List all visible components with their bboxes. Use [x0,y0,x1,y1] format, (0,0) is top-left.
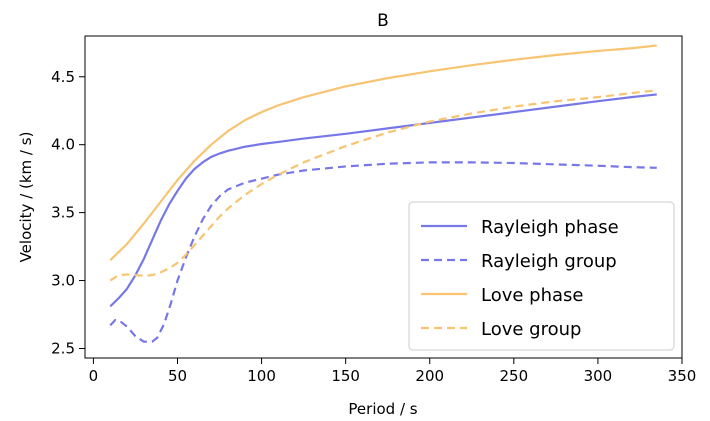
legend-label-love-phase: Love phase [481,285,584,306]
y-tick-label: 3.5 [51,204,75,222]
rayleigh-phase-line [109,93,657,308]
x-tick-label: 0 [89,367,99,385]
y-tick-label: 4.5 [51,68,75,86]
love-group-line [109,89,657,282]
x-tick-label: 150 [331,367,360,385]
x-tick-label: 100 [247,367,276,385]
y-tick-label: 2.5 [51,339,75,357]
x-tick-label: 200 [415,367,444,385]
y-axis-ticks: 2.5 3.0 3.5 4.0 4.5 [51,68,85,357]
y-axis-label: Velocity / (km / s) [17,132,35,263]
legend: Rayleigh phase Rayleigh group Love phase Lo… [408,201,675,351]
x-tick-label: 300 [584,367,613,385]
rayleigh-group-line [109,161,657,343]
x-tick-label: 50 [168,367,187,385]
chart-title: B [377,11,389,31]
y-tick-label: 4.0 [51,136,75,154]
x-axis-label: Period / s [348,400,417,418]
legend-label-rayleigh-phase: Rayleigh phase [481,217,619,238]
x-tick-label: 350 [668,367,697,385]
plot-frame [84,35,683,359]
legend-box [408,201,675,351]
y-tick-label: 3.0 [51,272,75,290]
legend-label-love-group: Love group [481,319,581,340]
plot-lines [109,44,657,343]
love-phase-line [109,44,657,261]
x-tick-label: 250 [500,367,529,385]
legend-label-rayleigh-group: Rayleigh group [481,251,617,272]
x-axis-ticks: 0 50 100 150 200 250 300 350 [89,358,697,385]
